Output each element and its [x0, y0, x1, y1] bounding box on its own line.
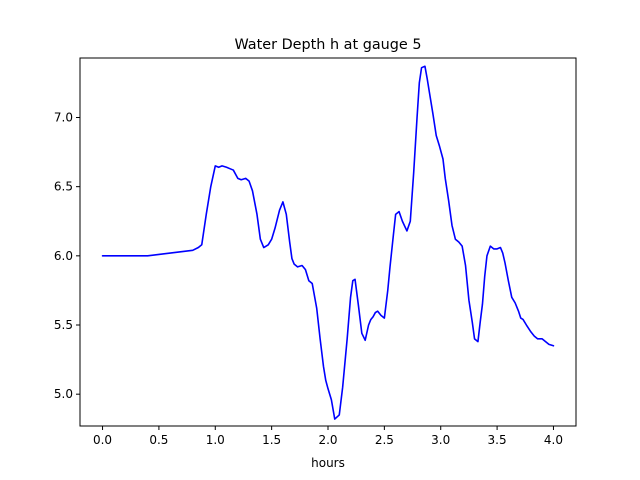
x-tick-label: 3.0	[431, 433, 450, 447]
y-tick-label: 7.0	[54, 110, 73, 124]
y-tick-label: 6.0	[54, 249, 73, 263]
y-axis: 5.0 5.5 6.0 6.5 7.0	[54, 110, 80, 401]
plot-area	[101, 65, 555, 420]
series-line-0	[101, 65, 555, 420]
x-tick-label: 4.0	[544, 433, 563, 447]
y-tick-label: 6.5	[54, 180, 73, 194]
y-tick-label: 5.0	[54, 387, 73, 401]
x-tick-label: 2.0	[318, 433, 337, 447]
chart-title: Water Depth h at gauge 5	[234, 37, 421, 53]
y-tick-label: 5.5	[54, 318, 73, 332]
x-tick-label: 1.5	[262, 433, 281, 447]
x-tick-label: 1.0	[206, 433, 225, 447]
x-tick-label: 3.5	[488, 433, 507, 447]
x-tick-label: 2.5	[375, 433, 394, 447]
x-axis-title: hours	[311, 456, 345, 470]
x-axis: 0.0 0.5 1.0 1.5 2.0 2.5 3.0 3.5 4.0	[93, 426, 563, 447]
x-tick-label: 0.0	[93, 433, 112, 447]
x-tick-label: 0.5	[149, 433, 168, 447]
